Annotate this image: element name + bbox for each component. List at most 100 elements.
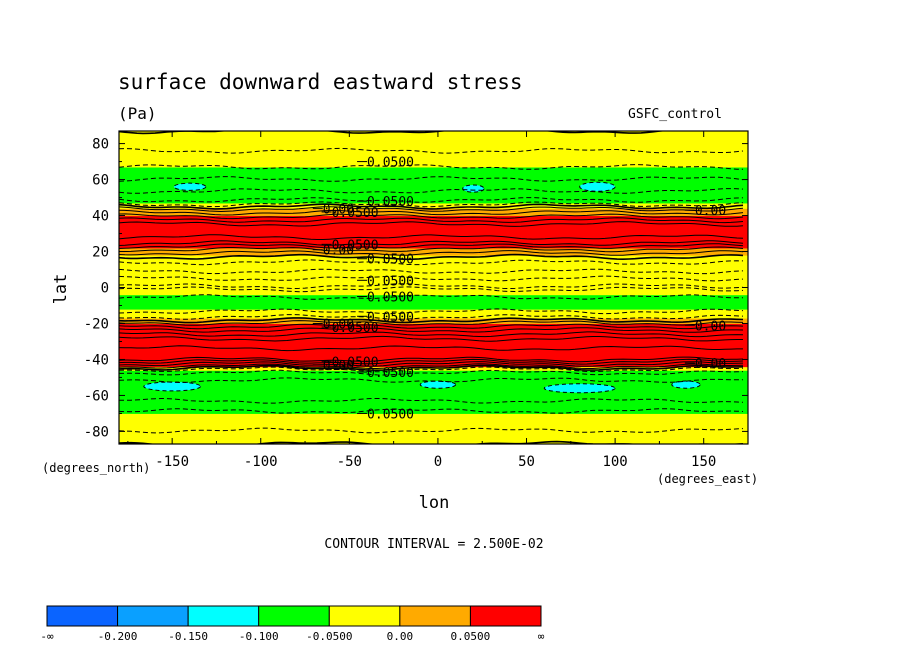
contour-label-8: 0.0500: [367, 274, 414, 289]
x-tick-label-3: 0: [434, 454, 442, 470]
contour-line-8: [119, 363, 744, 369]
y-tick-label-1: -60: [84, 388, 109, 404]
contour-label-6: 0.00: [323, 244, 354, 259]
band-22: [119, 247, 748, 256]
contour-line-20: [119, 314, 744, 320]
band-3: [119, 394, 748, 407]
contour-line-32: [119, 234, 744, 240]
contour-line-39: [119, 203, 744, 210]
contour-line-43: [119, 164, 744, 170]
contour-line-21: [119, 294, 744, 300]
band-34: [119, 131, 748, 145]
colorbar-label-7: ∞: [538, 630, 545, 643]
band-1: [119, 412, 748, 429]
contour-line-27: [119, 253, 744, 261]
contour-line-18: [119, 320, 744, 326]
y-axis-label: lat: [51, 274, 71, 305]
band-8: [119, 358, 748, 368]
x-units-label: (degrees_east): [657, 472, 758, 486]
contour-line-38: [119, 201, 744, 208]
contour-line-2: [119, 408, 744, 414]
cyan-patch-6: [671, 380, 701, 389]
contour-line-30: [119, 243, 744, 249]
colorbar-label-1: -0.200: [98, 630, 138, 643]
colorbar-swatch-2: [187, 605, 260, 627]
contour-line-5: [119, 369, 744, 376]
cyan-patch-4: [419, 380, 457, 389]
chart-title: surface downward eastward stress: [118, 70, 523, 94]
y-tick-label-4: 0: [101, 281, 109, 297]
contour-line-41: [119, 188, 744, 194]
band-18: [119, 274, 748, 283]
contour-line-9: [119, 361, 744, 367]
y-tick-label-2: -40: [84, 352, 109, 368]
band-10: [119, 330, 748, 342]
contour-label-3: 0.00: [323, 202, 354, 217]
contour-line-0: [119, 427, 744, 434]
band-24: [119, 225, 748, 242]
colorbar-swatch-5: [399, 605, 471, 627]
contour-label-18: 0.0500: [367, 407, 414, 422]
y-tick-label-3: -20: [84, 316, 109, 332]
contour-line-28: [119, 250, 744, 256]
filled-contour-bands: [119, 131, 748, 444]
colorbar-label-5: 0.00: [387, 630, 414, 643]
band-0: [119, 427, 748, 444]
y-tick-label-0: -80: [84, 424, 109, 440]
contour-label-15: 0.00: [323, 359, 354, 374]
colorbar-swatch-6: [469, 605, 542, 627]
colorbar-swatch-0: [46, 605, 119, 627]
contour-line-45: [119, 131, 714, 135]
x-tick-label-5: 100: [602, 454, 627, 470]
band-27: [119, 202, 748, 209]
contour-line-4: [119, 377, 744, 384]
contour-label-11: 0.0500: [332, 321, 379, 336]
colorbar-label-4: -0.0500: [306, 630, 352, 643]
y-units-label: (degrees_north): [42, 461, 150, 475]
band-32: [119, 157, 748, 168]
colorbar-label-2: -0.150: [168, 630, 208, 643]
band-33: [119, 143, 748, 159]
contour-line-6: [119, 366, 744, 373]
y-tick-label-7: 60: [92, 173, 109, 189]
cyan-patch-0: [173, 182, 207, 191]
contour-interval-label: CONTOUR INTERVAL = 2.500E-02: [324, 537, 543, 552]
contour-line-14: [119, 335, 743, 342]
contour-line-37: [119, 209, 744, 216]
contour-line-11: [119, 356, 744, 363]
contour-line-13: [119, 331, 744, 338]
x-tick-label-2: -50: [337, 454, 362, 470]
units-label: (Pa): [118, 104, 157, 123]
contour-lines: [119, 131, 744, 444]
contour-label-7: 0.0500: [367, 253, 414, 268]
colorbar-label-3: -0.100: [239, 630, 279, 643]
contour-line-3: [119, 397, 744, 404]
colorbar-swatch-4: [328, 605, 401, 627]
contour-label-9: 0.0500: [367, 290, 414, 305]
x-tick-label-6: 150: [691, 454, 716, 470]
cyan-patch-2: [579, 181, 616, 192]
band-29: [119, 184, 748, 195]
band-31: [119, 166, 748, 177]
band-16: [119, 287, 748, 296]
y-axis-ticks: -80 -60 -40 -20 0 20 40 60 80: [84, 137, 748, 440]
contour-line-26: [119, 259, 744, 266]
contour-line-12: [119, 345, 743, 352]
contour-line-19: [119, 308, 744, 315]
contour-line-23: [119, 283, 744, 290]
contour-label-2: 0.0500: [332, 206, 379, 221]
contour-line-17: [119, 317, 744, 324]
colorbar: -∞ -0.200 -0.150 -0.100 -0.0500 0.00 0.0500 ∞: [40, 605, 545, 643]
band-13: [119, 308, 748, 319]
cyan-patch-1: [462, 184, 485, 193]
y-tick-label-8: 80: [92, 137, 109, 153]
band-6: [119, 369, 748, 378]
x-tick-label-0: -150: [155, 454, 189, 470]
contour-line-29: [119, 246, 744, 253]
contour-line-31: [119, 240, 744, 246]
contour-label-14: 0.0500: [332, 355, 379, 370]
contour-line-36: [119, 206, 744, 213]
contour-line-7: [119, 364, 744, 372]
contour-line-10: [119, 358, 744, 365]
